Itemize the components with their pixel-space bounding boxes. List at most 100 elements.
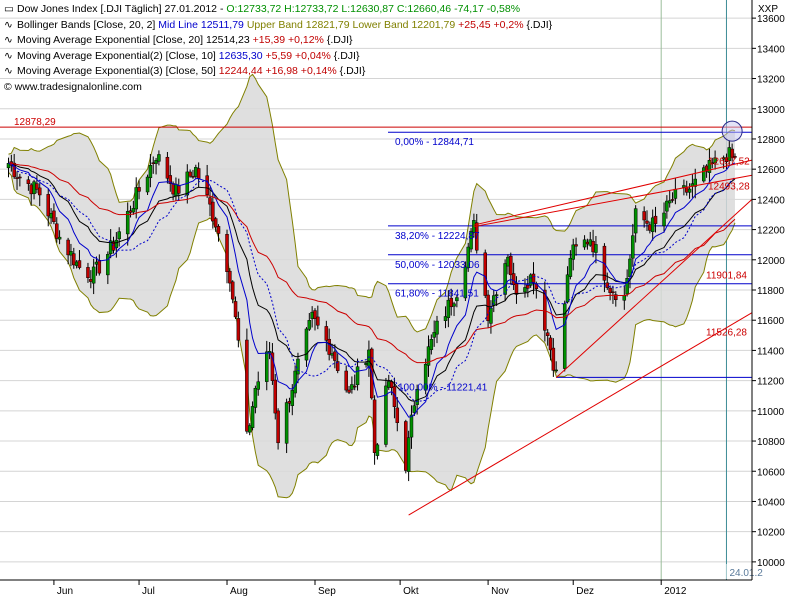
candle-body	[316, 316, 320, 326]
candle-body	[35, 183, 39, 190]
legend-row-ema3: ∿ Moving Average Exponential(3) [Close, 5…	[4, 64, 552, 80]
candle-body	[622, 295, 627, 301]
candle-body	[165, 156, 170, 179]
candle-body	[409, 414, 414, 438]
candle-body	[191, 175, 195, 178]
candle-body	[662, 212, 666, 227]
candle-body	[89, 279, 93, 282]
candle-body	[667, 200, 672, 204]
candle-body	[330, 353, 334, 356]
candle-body	[670, 199, 675, 201]
candle-body	[18, 176, 22, 179]
candle-body	[562, 303, 567, 369]
candle-body	[69, 251, 73, 256]
legend-bb-mid: Mid Line 12511,79	[158, 18, 244, 31]
bollinger-band	[8, 73, 736, 499]
legend-ema3-change: +16,98 +0,14%	[265, 65, 337, 77]
candle-body	[49, 213, 53, 219]
x-tick-label: Dez	[576, 586, 594, 597]
fibonacci-label: 100,00% - 11221,41	[398, 382, 488, 393]
candles	[6, 140, 737, 482]
candle-body	[194, 167, 198, 177]
y-tick-label: 12000	[757, 256, 785, 267]
candle-body	[273, 379, 278, 414]
candle-body	[568, 257, 573, 277]
chart-legend: ▭ Dow Jones Index [.DJI Täglich] 27.01.20…	[4, 2, 552, 95]
x-tick-label: Sep	[318, 586, 336, 597]
candle-body	[216, 226, 221, 234]
candle-body	[177, 185, 181, 194]
candle-body	[531, 273, 536, 283]
candle-body	[463, 266, 468, 299]
candle-body	[290, 390, 295, 406]
legend-bb-change: +25,45 +0,2%	[458, 18, 524, 31]
candle-body	[228, 270, 232, 284]
bollinger-upper-line	[8, 73, 736, 333]
candle-body	[205, 175, 209, 195]
candle-body	[548, 337, 553, 351]
candle-body	[631, 235, 635, 259]
indicator-icon: ∿	[4, 49, 13, 62]
legend-dji-change: -74,17 -0,58%	[454, 3, 521, 15]
candle-body	[426, 346, 431, 366]
candle-body	[313, 310, 317, 319]
candle-body	[455, 297, 459, 302]
candle-body	[605, 282, 610, 288]
candle-body	[171, 183, 175, 195]
candle-body	[344, 370, 348, 391]
legend-bb-upper: Upper Band 12821,79	[246, 18, 350, 31]
candle-body	[333, 351, 337, 361]
axes: 10000 10200 10400 10600 10800 11000 11200 11400…	[0, 0, 785, 597]
trendline	[473, 159, 753, 226]
candle-body	[625, 278, 629, 295]
candle-body	[74, 261, 79, 266]
candle-body	[449, 297, 453, 308]
indicator-icon: ∿	[4, 18, 13, 31]
y-tick-label: 13400	[757, 44, 785, 55]
candle-body	[710, 162, 715, 164]
cursor-label-bg	[726, 564, 752, 579]
x-tick-label: Jun	[57, 586, 73, 597]
legend-row-dji: ▭ Dow Jones Index [.DJI Täglich] 27.01.20…	[4, 2, 552, 18]
candle-body	[253, 388, 258, 408]
candle-body	[94, 261, 99, 265]
legend-bb-lower: Lower Band 12201,79	[352, 18, 456, 31]
price-label: 11526,28	[706, 327, 747, 338]
x-tick-label: Okt	[403, 586, 419, 597]
legend-row-ema2: ∿ Moving Average Exponential(2) [Close, 1…	[4, 49, 552, 65]
candle-body	[264, 351, 269, 382]
trendline	[408, 312, 753, 516]
candle-body	[46, 194, 50, 217]
legend-dji-date: 27.01.2012	[164, 3, 218, 15]
candle-body	[642, 211, 646, 221]
candle-body	[565, 274, 570, 303]
y-tick-label: 11200	[757, 377, 785, 388]
candle-body	[327, 338, 331, 355]
candle-body	[545, 332, 550, 336]
y-tick-label: 11400	[757, 346, 785, 357]
candle-body	[304, 328, 309, 361]
candle-body	[665, 200, 669, 212]
candle-body	[287, 401, 292, 404]
candle-body	[350, 384, 354, 390]
candle-body	[395, 407, 400, 423]
candle-body	[208, 197, 212, 205]
candle-body	[506, 256, 510, 267]
y-axis-unit-label: XXP	[758, 4, 778, 15]
candle-body	[446, 299, 451, 318]
price-label: 12657,52	[708, 156, 750, 167]
x-tick-label: Nov	[491, 586, 509, 597]
candle-body	[364, 362, 368, 365]
candle-body	[310, 311, 314, 319]
candle-body	[32, 181, 36, 195]
candle-body	[687, 188, 692, 193]
legend-ema3-name: Moving Average Exponential(3) [Close, 50…	[17, 65, 216, 77]
candle-body	[134, 187, 138, 210]
candle-body	[131, 208, 136, 213]
candle-body	[247, 425, 252, 433]
legend-source: © www.tradesignalonline.com	[4, 80, 142, 93]
candle-body	[707, 160, 712, 173]
candle-body	[503, 263, 507, 295]
candle-body	[588, 239, 592, 246]
candle-body	[128, 210, 133, 213]
